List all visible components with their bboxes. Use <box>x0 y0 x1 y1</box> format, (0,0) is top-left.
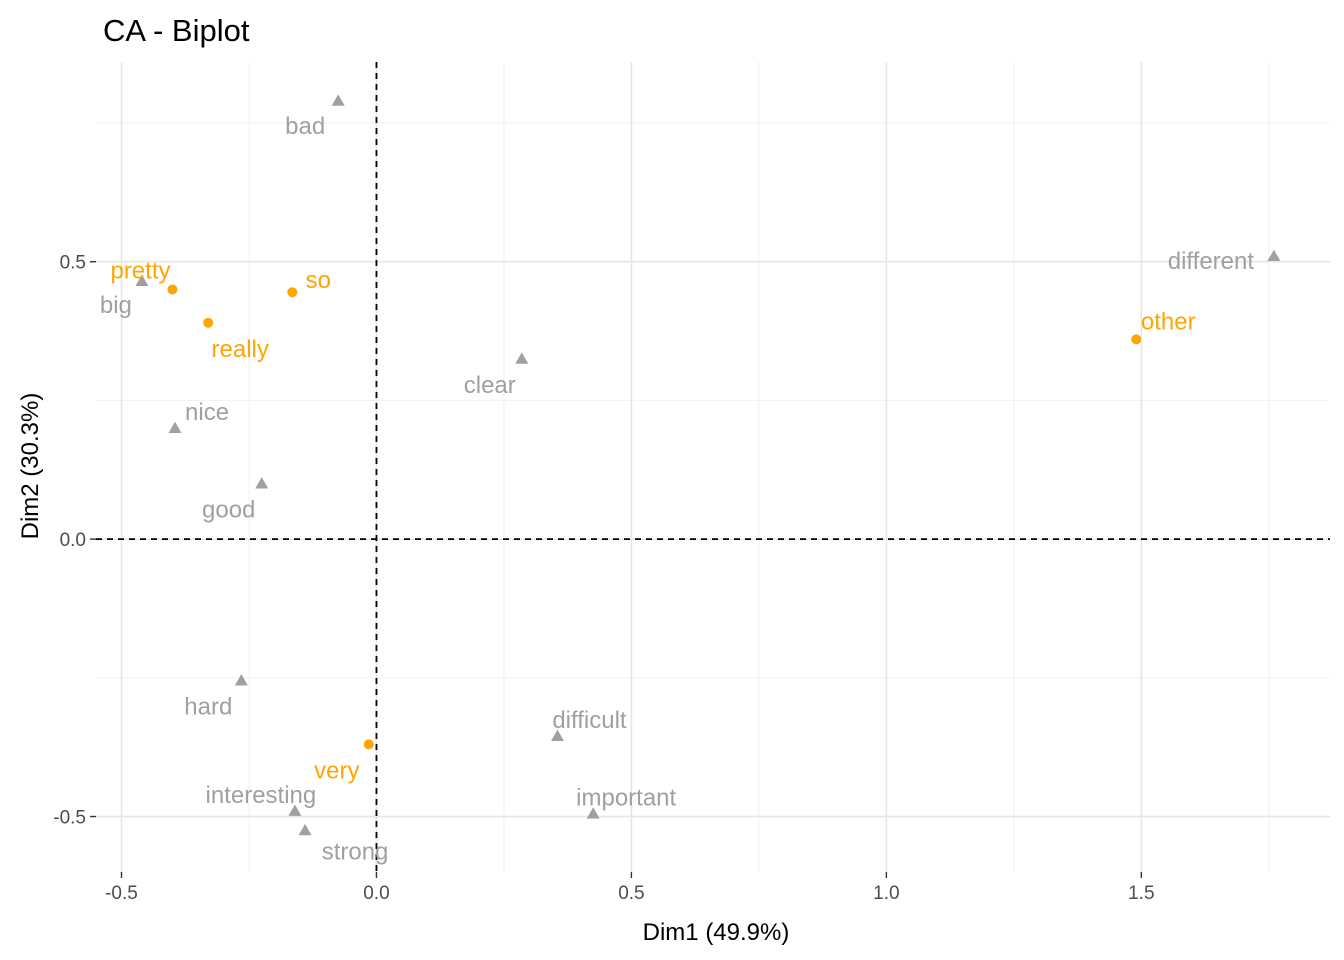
x-tick-label: 0.5 <box>618 883 644 904</box>
point-pretty <box>167 284 178 295</box>
label-very: very <box>314 757 359 784</box>
data-points <box>135 94 1281 836</box>
x-axis: -0.5 0.0 0.5 1.0 1.5 <box>105 872 1155 904</box>
x-tick-label: 1.5 <box>1128 883 1154 904</box>
grid-major <box>96 62 1330 872</box>
label-big: big <box>100 292 132 319</box>
point-so <box>287 287 298 298</box>
point-important <box>586 807 600 819</box>
y-tick-label: 0.0 <box>60 530 86 551</box>
point-bad <box>331 94 345 106</box>
point-very <box>363 739 374 750</box>
y-axis: -0.5 0.0 0.5 <box>53 253 96 829</box>
label-really: really <box>212 336 269 363</box>
point-clear <box>515 352 529 364</box>
point-really <box>203 317 214 328</box>
point-hard <box>234 674 248 686</box>
label-interesting: interesting <box>206 782 317 809</box>
y-tick-label: 0.5 <box>60 253 86 274</box>
chart-title: CA - Biplot <box>103 13 250 48</box>
label-so: so <box>306 267 331 294</box>
label-strong: strong <box>322 838 389 865</box>
label-different: different <box>1168 248 1255 275</box>
label-important: important <box>576 785 676 812</box>
x-tick-label: 0.0 <box>363 883 389 904</box>
data-labels: pretty so really other very bad different big cl… <box>100 113 1255 866</box>
grid-minor <box>96 62 1330 872</box>
label-bad: bad <box>285 113 325 140</box>
point-big <box>135 274 149 287</box>
label-nice: nice <box>185 399 229 426</box>
point-difficult <box>550 729 564 741</box>
x-tick-label: 1.0 <box>873 883 899 904</box>
x-axis-title: Dim1 (49.9%) <box>643 919 790 946</box>
y-tick-label: -0.5 <box>53 808 86 829</box>
reference-lines <box>96 62 1330 872</box>
point-good <box>255 477 269 489</box>
point-other <box>1131 334 1142 345</box>
point-different <box>1267 249 1281 262</box>
label-good: good <box>202 497 255 524</box>
label-difficult: difficult <box>552 707 627 734</box>
y-axis-title: Dim2 (30.3%) <box>17 393 44 540</box>
point-interesting <box>288 804 302 816</box>
label-pretty: pretty <box>110 257 170 284</box>
label-hard: hard <box>184 694 232 721</box>
point-strong <box>298 823 312 836</box>
label-other: other <box>1141 308 1196 335</box>
point-nice <box>168 421 182 434</box>
x-tick-label: -0.5 <box>105 883 138 904</box>
label-clear: clear <box>464 372 516 399</box>
